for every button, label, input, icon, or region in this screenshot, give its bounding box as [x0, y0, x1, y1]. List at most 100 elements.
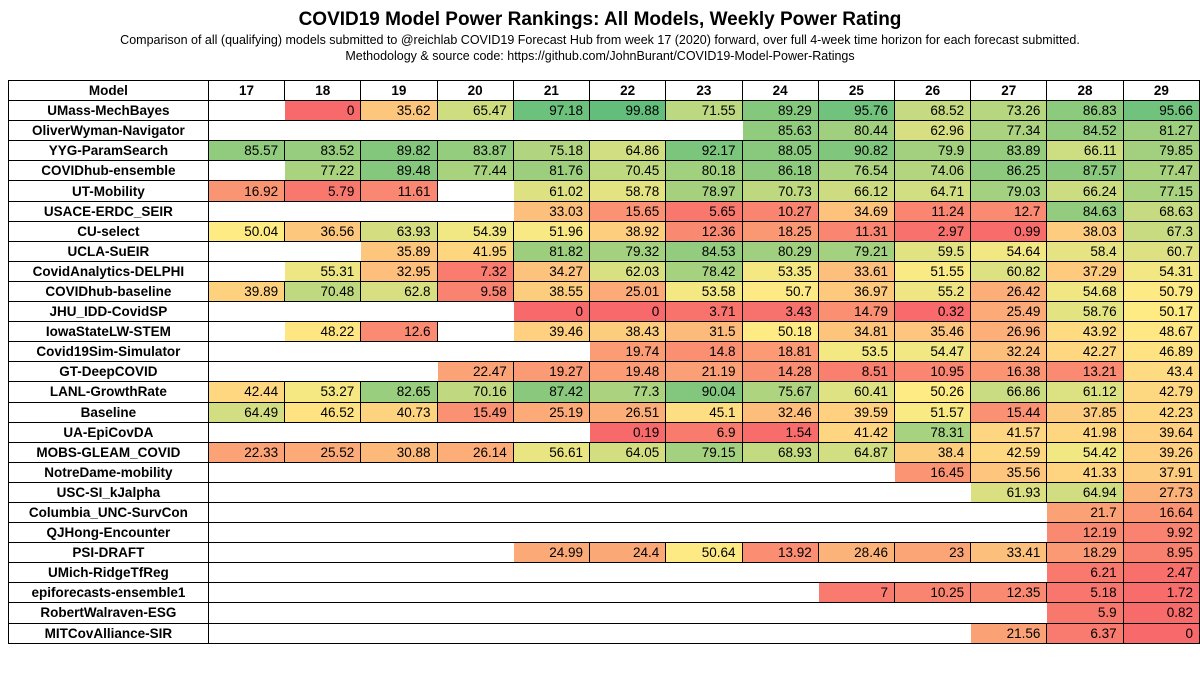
rating-cell: 80.44: [817, 120, 895, 142]
model-row: CovidAnalytics-DELPHI 55.31 32.95 7.32 34.27…: [8, 260, 1200, 282]
empty-cell: [284, 481, 361, 503]
rating-cell: 32.24: [970, 341, 1048, 363]
rating-cell: 33.03: [512, 200, 591, 222]
model-name: UCLA-SuEIR: [8, 240, 209, 262]
empty-cell: [665, 522, 742, 544]
rating-cell: 86.83: [1046, 100, 1124, 122]
rating-cell: 7: [817, 582, 895, 604]
rating-cell: 12.6: [360, 321, 438, 343]
model-name: PSI-DRAFT: [8, 542, 209, 564]
model-name: MOBS-GLEAM_COVID: [8, 441, 209, 463]
empty-cell: [894, 522, 971, 544]
rating-cell: 87.57: [1046, 160, 1124, 182]
model-name: RobertWalraven-ESG: [8, 602, 209, 624]
empty-cell: [284, 301, 361, 323]
empty-cell: [284, 120, 361, 142]
model-name: GT-DeepCOVID: [8, 361, 209, 383]
rating-cell: 75.67: [741, 381, 819, 403]
empty-cell: [665, 461, 742, 483]
rating-cell: 66.11: [1046, 140, 1124, 162]
empty-cell: [208, 120, 285, 142]
rating-cell: 79.9: [893, 140, 972, 162]
rating-cell: 41.95: [436, 240, 514, 262]
rating-cell: 55.31: [284, 260, 362, 282]
model-row: QJHong-Encounter 12.19 9.92: [8, 522, 1200, 544]
model-row: epiforecasts-ensemble1 7 10.25 12.35 5.18 1.7…: [8, 582, 1200, 604]
rating-cell: 41.57: [970, 421, 1048, 443]
rating-cell: 13.92: [741, 542, 819, 564]
empty-cell: [742, 622, 819, 644]
rating-cell: 85.63: [741, 120, 819, 142]
empty-cell: [513, 602, 590, 624]
empty-cell: [742, 602, 819, 624]
rating-cell: 46.89: [1122, 341, 1200, 363]
empty-cell: [360, 421, 438, 443]
rating-cell: 41.98: [1046, 421, 1124, 443]
model-row: UCLA-SuEIR 35.89 41.95 81.82 79.32 84.53 80.29…: [8, 240, 1200, 262]
empty-cell: [437, 200, 514, 222]
rating-cell: 48.67: [1122, 321, 1200, 343]
model-row: MOBS-GLEAM_COVID 22.33 25.52 30.88 26.14 56.6…: [8, 441, 1200, 463]
rating-cell: 64.71: [893, 180, 972, 202]
empty-cell: [360, 522, 438, 544]
rating-cell: 61.12: [1046, 381, 1124, 403]
rating-cell: 90.04: [665, 381, 743, 403]
rating-cell: 70.16: [436, 381, 514, 403]
model-name: JHU_IDD-CovidSP: [8, 301, 209, 323]
empty-cell: [360, 461, 438, 483]
rating-cell: 45.1: [665, 401, 743, 423]
rating-cell: 77.3: [589, 381, 667, 403]
empty-cell: [818, 501, 895, 524]
empty-cell: [818, 481, 895, 503]
rating-cell: 77.34: [970, 120, 1048, 142]
empty-cell: [742, 582, 819, 604]
rating-cell: 54.68: [1046, 280, 1124, 303]
week-column-header: 22: [589, 79, 667, 102]
rating-cell: 15.65: [589, 200, 667, 222]
rating-cell: 25.19: [512, 401, 591, 423]
rating-cell: 24.4: [589, 542, 667, 564]
empty-cell: [208, 461, 285, 483]
rating-cell: 41.33: [1046, 461, 1124, 483]
rating-cell: 35.46: [893, 321, 972, 343]
chart-header: COVID19 Model Power Rankings: All Models…: [0, 0, 1200, 76]
model-name: LANL-GrowthRate: [8, 381, 209, 403]
rating-cell: 37.91: [1122, 461, 1200, 483]
empty-cell: [818, 622, 895, 644]
rating-cell: 38.03: [1046, 220, 1124, 242]
empty-cell: [360, 200, 438, 222]
rating-cell: 34.69: [817, 200, 895, 222]
rating-cell: 79.21: [817, 240, 895, 262]
model-name: USACE-ERDC_SEIR: [8, 200, 209, 222]
rating-cell: 42.79: [1122, 381, 1200, 403]
rating-cell: 26.42: [970, 280, 1048, 303]
model-row: USACE-ERDC_SEIR 33.03 15.65 5.65 10.27 34.69 1…: [8, 200, 1200, 222]
empty-cell: [437, 622, 514, 644]
empty-cell: [513, 481, 590, 503]
empty-cell: [208, 542, 285, 564]
rating-cell: 38.43: [589, 321, 667, 343]
empty-cell: [284, 361, 361, 383]
rating-cell: 81.76: [512, 160, 591, 182]
rating-cell: 88.05: [741, 140, 819, 162]
rating-cell: 50.26: [893, 381, 972, 403]
rating-cell: 19.74: [589, 341, 667, 363]
model-row: USC-SI_kJalpha 61.93 64.94 27.73: [8, 481, 1200, 503]
rating-cell: 3.43: [741, 301, 819, 323]
rating-cell: 32.46: [741, 401, 819, 423]
rating-cell: 70.73: [741, 180, 819, 202]
rating-cell: 92.17: [665, 140, 743, 162]
empty-cell: [208, 301, 285, 323]
rating-cell: 79.85: [1122, 140, 1200, 162]
rating-cell: 14.28: [741, 361, 819, 383]
rating-cell: 16.38: [970, 361, 1048, 383]
empty-cell: [437, 501, 514, 524]
rating-cell: 78.31: [893, 421, 972, 443]
rating-cell: 54.31: [1122, 260, 1200, 282]
empty-cell: [970, 501, 1047, 524]
rating-cell: 10.27: [741, 200, 819, 222]
rating-cell: 71.55: [665, 100, 743, 122]
empty-cell: [437, 180, 514, 202]
rating-cell: 82.65: [360, 381, 438, 403]
rating-cell: 22.33: [207, 441, 286, 463]
